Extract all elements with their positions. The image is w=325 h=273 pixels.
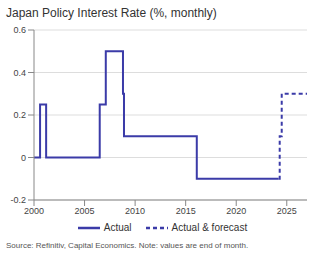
svg-text:-0.2: -0.2 xyxy=(10,195,26,205)
html-text:Source: Refinitiv, Capital Eco: Source: Refinitiv, Capital Economics. No… xyxy=(6,241,249,250)
svg-text:0.2: 0.2 xyxy=(13,110,26,120)
html-text:Actual & forecast: Actual & forecast xyxy=(171,222,248,233)
svg-text:0.6: 0.6 xyxy=(13,25,26,35)
svg-text:2015: 2015 xyxy=(176,206,196,216)
svg-text:2020: 2020 xyxy=(226,206,246,216)
html-text:Japan Policy Interest Rate (%,: Japan Policy Interest Rate (%, monthly) xyxy=(6,6,217,20)
html-text:Actual: Actual xyxy=(103,222,132,233)
svg-text:0.4: 0.4 xyxy=(13,68,26,78)
svg-text:2000: 2000 xyxy=(24,206,44,216)
svg-text:2025: 2025 xyxy=(277,206,297,216)
svg-text:0: 0 xyxy=(21,153,26,163)
svg-text:2010: 2010 xyxy=(125,206,145,216)
svg-text:2005: 2005 xyxy=(75,206,95,216)
